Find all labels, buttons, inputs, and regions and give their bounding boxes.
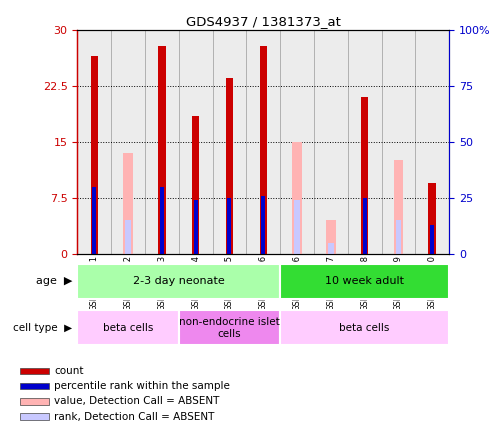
Bar	[111, 30, 145, 254]
Bar	[226, 78, 233, 254]
Bar	[194, 200, 198, 254]
Text: 10 week adult: 10 week adult	[325, 276, 404, 286]
Bar	[328, 243, 333, 254]
Bar	[247, 30, 280, 254]
Bar	[20, 383, 49, 389]
Bar	[314, 30, 348, 254]
Bar	[90, 56, 98, 254]
Bar	[261, 195, 265, 254]
Bar	[326, 220, 335, 254]
Text: count: count	[54, 366, 83, 376]
Bar	[20, 398, 49, 404]
Bar	[396, 220, 401, 254]
Bar	[213, 30, 247, 254]
Bar	[20, 368, 49, 374]
Bar	[294, 200, 300, 254]
Bar	[280, 30, 314, 254]
Bar	[77, 264, 280, 299]
Bar	[228, 198, 232, 254]
Bar	[20, 414, 49, 420]
Text: rank, Detection Call = ABSENT: rank, Detection Call = ABSENT	[54, 412, 215, 422]
Text: beta cells: beta cells	[103, 323, 153, 333]
Bar	[280, 264, 449, 299]
Text: cell type  ▶: cell type ▶	[13, 323, 72, 333]
Bar	[158, 46, 166, 254]
Bar	[429, 183, 436, 254]
Bar	[145, 30, 179, 254]
Text: beta cells: beta cells	[339, 323, 390, 333]
Bar	[123, 153, 133, 254]
Title: GDS4937 / 1381373_at: GDS4937 / 1381373_at	[186, 16, 341, 28]
Bar	[292, 142, 302, 254]
Bar	[394, 160, 403, 254]
Bar	[179, 30, 213, 254]
Bar	[280, 310, 449, 345]
Text: non-endocrine islet
cells: non-endocrine islet cells	[179, 317, 280, 339]
Bar	[125, 220, 131, 254]
Bar	[77, 310, 179, 345]
Text: value, Detection Call = ABSENT: value, Detection Call = ABSENT	[54, 396, 220, 407]
Bar	[363, 198, 367, 254]
Bar	[179, 310, 280, 345]
Text: 2-3 day neonate: 2-3 day neonate	[133, 276, 225, 286]
Bar	[415, 30, 449, 254]
Bar	[430, 225, 434, 254]
Text: age  ▶: age ▶	[36, 276, 72, 286]
Text: percentile rank within the sample: percentile rank within the sample	[54, 381, 230, 391]
Bar	[160, 187, 164, 254]
Bar	[361, 97, 368, 254]
Bar	[382, 30, 415, 254]
Bar	[92, 187, 96, 254]
Bar	[348, 30, 382, 254]
Bar	[192, 115, 199, 254]
Bar	[77, 30, 111, 254]
Bar	[259, 46, 267, 254]
